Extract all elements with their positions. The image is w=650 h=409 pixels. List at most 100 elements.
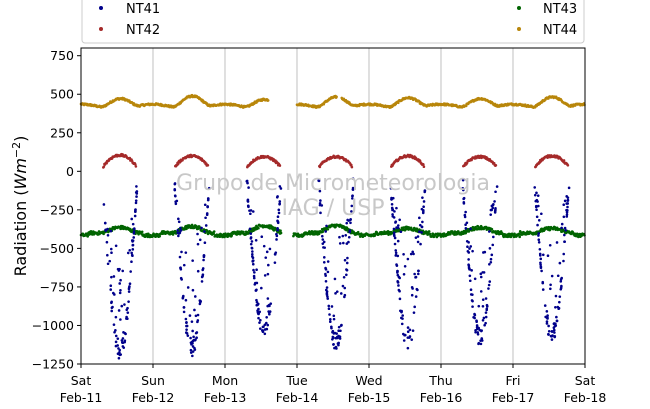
nt41-point [496, 185, 499, 188]
nt41-point [421, 196, 424, 199]
nt41-point [275, 238, 278, 241]
nt41-point [115, 245, 118, 248]
nt41-point [400, 230, 403, 233]
nt41-point [476, 326, 479, 329]
nt41-point [324, 267, 327, 270]
nt41-point [178, 220, 181, 223]
nt41-point [262, 326, 265, 329]
nt41-point [201, 280, 204, 283]
nt41-point [338, 236, 341, 239]
nt41-point [469, 228, 472, 231]
nt41-point [185, 331, 188, 334]
nt41-point [207, 198, 210, 201]
legend-label-nt41: NT41 [126, 2, 160, 17]
nt41-point [258, 321, 261, 324]
nt41-point [193, 309, 196, 312]
nt41-point [467, 258, 470, 261]
nt41-point [542, 288, 545, 291]
nt41-point [565, 209, 568, 212]
nt41-point [269, 248, 272, 251]
x-tick-label-day: Sat [71, 373, 92, 388]
nt41-point [568, 187, 571, 190]
nt41-point [395, 251, 398, 254]
nt41-point [252, 256, 255, 259]
nt41-point [547, 325, 550, 328]
nt41-point [422, 211, 425, 214]
legend-label-nt42: NT42 [126, 23, 160, 38]
nt41-point [482, 251, 485, 254]
nt41-point [464, 223, 467, 226]
nt41-point [474, 277, 477, 280]
nt41-point [485, 297, 488, 300]
nt41-point [417, 273, 420, 276]
nt41-point [133, 228, 136, 231]
nt41-point [108, 260, 111, 263]
nt41-point [550, 335, 553, 338]
nt41-point [251, 240, 254, 243]
nt41-point [118, 282, 121, 285]
nt41-point [562, 253, 565, 256]
nt41-point [535, 199, 538, 202]
nt41-point [345, 273, 348, 276]
nt41-point [264, 256, 267, 259]
nt41-point [553, 331, 556, 334]
nt41-point [264, 332, 267, 335]
nt41-point [325, 280, 328, 283]
nt41-point [189, 337, 192, 340]
nt41-point [196, 233, 199, 236]
y-tick-label: 750 [50, 48, 74, 63]
nt41-point [128, 288, 131, 291]
nt41-point [118, 357, 121, 360]
nt41-point [423, 200, 426, 203]
nt41-point [413, 311, 416, 314]
nt41-point [344, 234, 347, 237]
nt41-point [404, 265, 407, 268]
nt41-point [252, 259, 255, 262]
nt41-point [485, 316, 488, 319]
nt41-point [556, 241, 559, 244]
nt41-point [264, 274, 267, 277]
nt41-point [326, 292, 329, 295]
nt41-point [394, 249, 397, 252]
nt41-point [330, 325, 333, 328]
nt41-point [397, 281, 400, 284]
nt41-point [494, 211, 497, 214]
nt41-point [395, 226, 398, 229]
nt41-point [252, 269, 255, 272]
nt41-point [127, 300, 130, 303]
nt41-point [327, 305, 330, 308]
nt43-point [491, 228, 494, 231]
nt41-point [266, 251, 269, 254]
nt41-point [477, 342, 480, 345]
nt41-point [561, 223, 564, 226]
nt41-point [322, 246, 325, 249]
nt41-point [199, 301, 202, 304]
nt41-point [417, 241, 420, 244]
nt41-point [418, 217, 421, 220]
nt41-point [559, 288, 562, 291]
nt41-point [415, 295, 418, 298]
nt41-point [121, 270, 124, 273]
nt41-point [118, 269, 121, 272]
nt41-point [323, 241, 326, 244]
nt41-point [135, 195, 138, 198]
nt41-point [183, 311, 186, 314]
nt41-point [177, 235, 180, 238]
nt41-point [257, 303, 260, 306]
nt41-point [564, 200, 567, 203]
nt41-point [492, 236, 495, 239]
nt41-point [413, 273, 416, 276]
nt41-point [473, 313, 476, 316]
nt41-point [483, 271, 486, 274]
legend-marker-nt42 [99, 27, 103, 31]
nt41-point [421, 221, 424, 224]
nt41-point [274, 251, 277, 254]
x-tick-label-date: Feb-15 [348, 390, 391, 405]
nt41-point [471, 250, 474, 253]
nt41-point [110, 301, 113, 304]
nt41-point [560, 285, 563, 288]
nt41-point [348, 231, 351, 234]
nt41-point [422, 205, 425, 208]
nt41-point [555, 295, 558, 298]
nt43-point [141, 230, 144, 233]
